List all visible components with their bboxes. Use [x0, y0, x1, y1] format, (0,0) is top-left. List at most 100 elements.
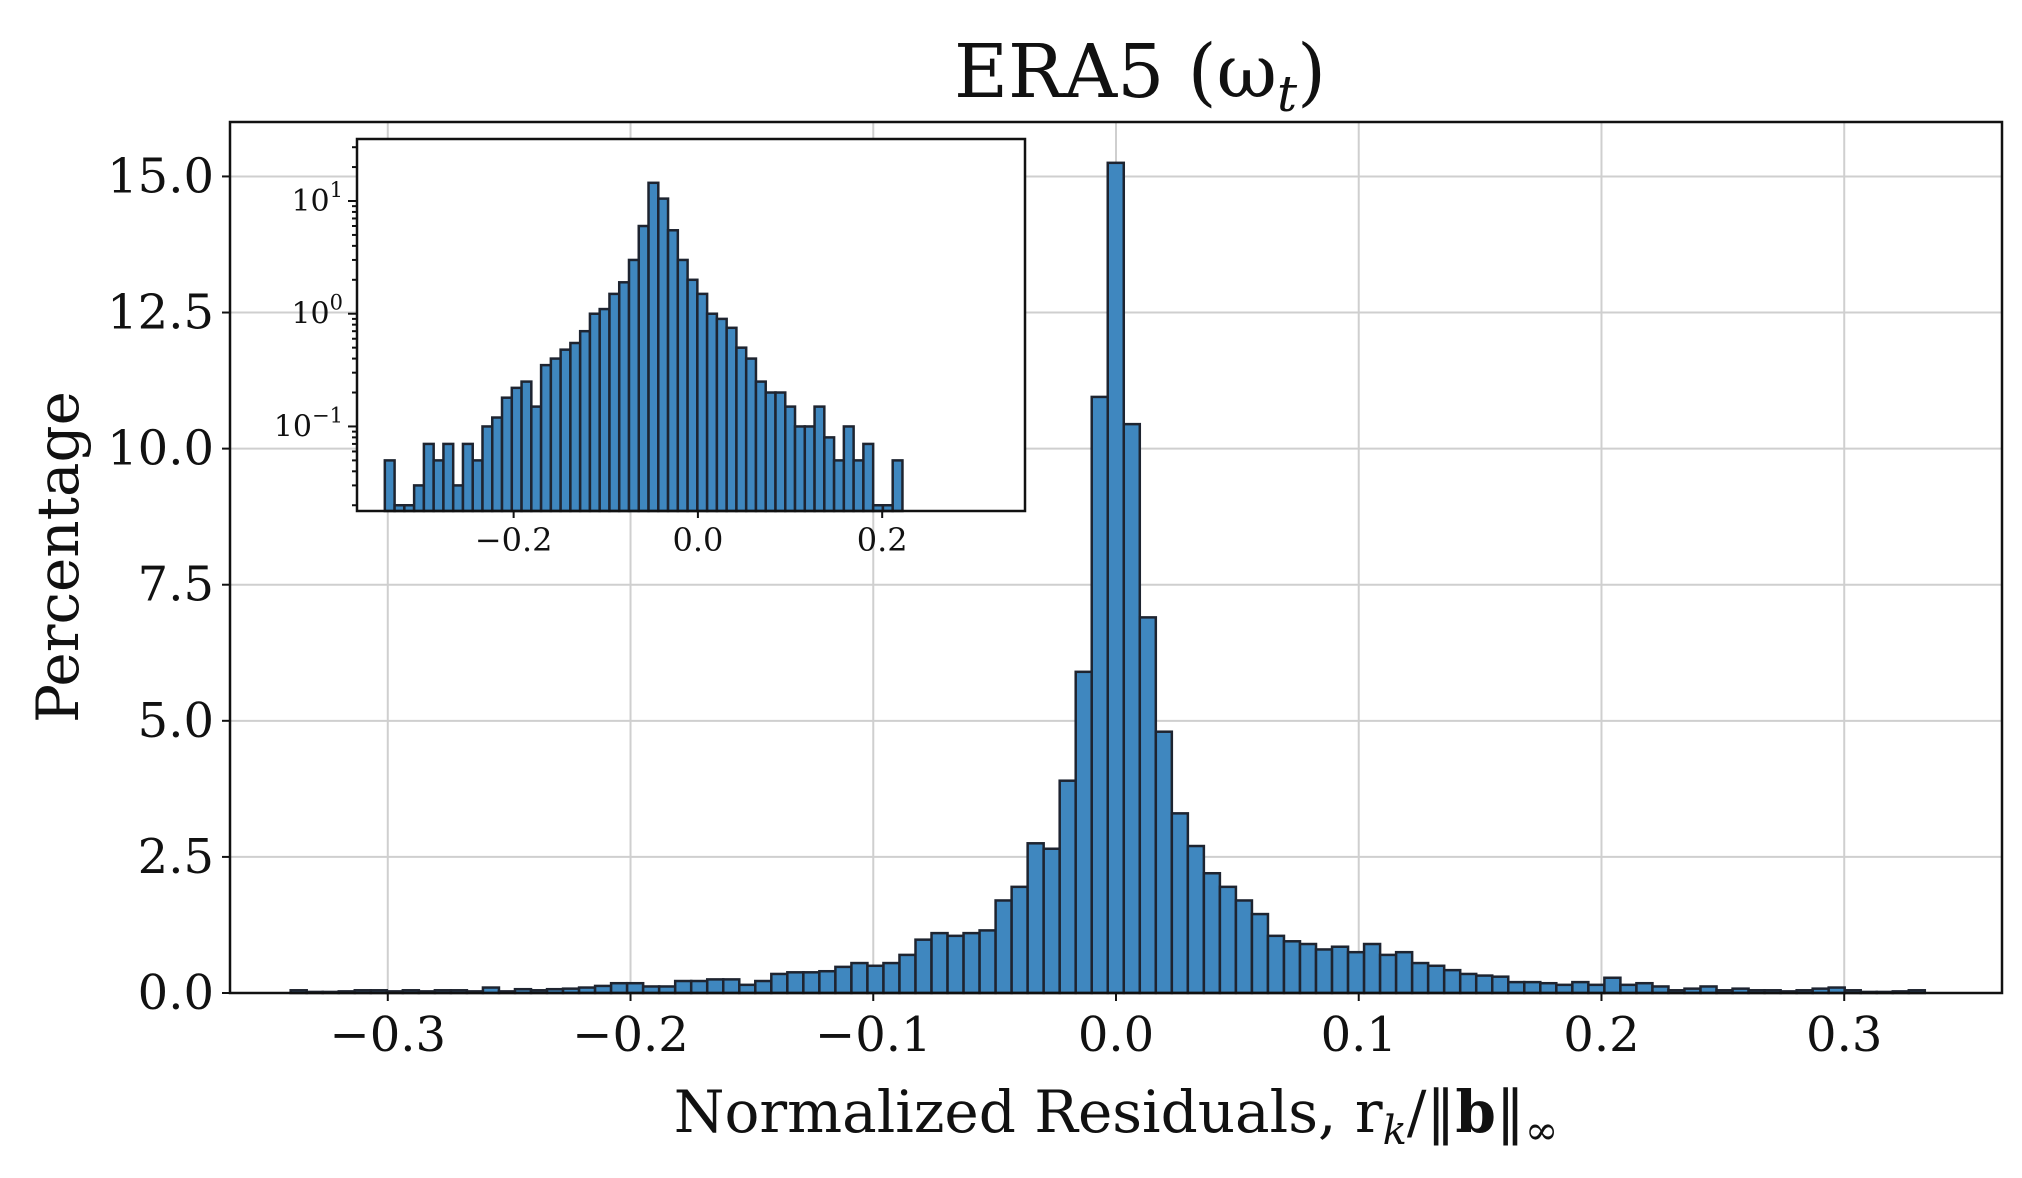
- inset-bar: [442, 442, 455, 513]
- histogram-bar: [1490, 975, 1510, 995]
- x-tick-label: 0.2: [1563, 1007, 1639, 1063]
- histogram-bar: [1474, 974, 1494, 995]
- y-axis-label: Percentage: [24, 391, 92, 723]
- histogram-bar: [1539, 981, 1558, 995]
- inset-y-tick-label: 101: [291, 178, 343, 219]
- inset-bar: [539, 363, 553, 513]
- histogram-bar: [1330, 945, 1350, 995]
- histogram-bar: [625, 981, 645, 995]
- histogram-bar: [721, 978, 741, 995]
- histogram-bar: [1202, 871, 1222, 995]
- main-y-ticks: 0.0 2.5 5.0 7.5 10.0 12.5 15.0: [107, 148, 230, 1021]
- inset-bar: [500, 396, 514, 513]
- inset-bar: [813, 405, 826, 513]
- inset-x-ticks: −0.2 0.0 0.2: [475, 511, 908, 559]
- inset-bar: [608, 292, 621, 513]
- histogram-bar: [850, 961, 869, 995]
- chart-title: ERA5 (ωt): [954, 29, 1326, 123]
- histogram-bar: [1507, 980, 1526, 995]
- histogram-bar: [1138, 616, 1158, 995]
- histogram-bar: [866, 964, 885, 995]
- histogram-bar: [1106, 161, 1126, 995]
- y-tick-label: 15.0: [107, 148, 214, 204]
- histogram-bar: [1362, 942, 1382, 995]
- histogram-bar: [1266, 934, 1286, 995]
- y-tick-label: 12.5: [107, 285, 214, 341]
- histogram-bar: [1442, 968, 1462, 995]
- inset-bar: [735, 346, 748, 513]
- y-tick-label: 2.5: [138, 829, 214, 885]
- histogram-bar: [1170, 812, 1190, 995]
- histogram-bar: [1042, 847, 1061, 995]
- histogram-bar: [1234, 899, 1254, 995]
- histogram-bar: [1410, 961, 1430, 995]
- inset-y-tick-label: 10−1: [274, 403, 343, 444]
- inset-bar: [715, 317, 728, 513]
- inset-bar: [481, 425, 494, 513]
- y-tick-label: 7.5: [138, 557, 214, 613]
- histogram-bar: [1426, 964, 1446, 995]
- histogram-bar: [1282, 940, 1302, 995]
- histogram-bar: [1314, 948, 1334, 995]
- histogram-bar: [994, 899, 1013, 995]
- inset-bar: [891, 459, 904, 513]
- inset-bar: [520, 380, 533, 513]
- inset-x-tick-label: 0.2: [857, 521, 908, 559]
- x-tick-label: 0.3: [1806, 1007, 1882, 1063]
- histogram-bar: [1154, 730, 1174, 995]
- histogram-bar: [770, 972, 789, 995]
- inset-bar: [549, 357, 562, 513]
- inset-bar: [852, 459, 865, 513]
- inset-bar: [793, 425, 807, 513]
- histogram-bar: [609, 981, 629, 995]
- histogram-bar: [1090, 395, 1109, 995]
- inset-bar: [412, 484, 426, 513]
- histogram-bar: [1635, 981, 1654, 995]
- inset-y-ticks: 101 100 10−1: [274, 146, 357, 507]
- inset-bar: [422, 442, 435, 513]
- inset-bar: [637, 224, 650, 513]
- inset-bar: [559, 348, 572, 513]
- histogram-bar: [754, 979, 773, 995]
- inset-bar: [666, 229, 680, 513]
- x-tick-label: −0.1: [815, 1007, 932, 1063]
- histogram-bar: [1218, 885, 1238, 995]
- inset-bar: [510, 386, 523, 513]
- inset-bar: [588, 312, 601, 513]
- inset-bar: [657, 197, 670, 513]
- inset-bar: [725, 326, 738, 513]
- histogram-bar: [689, 979, 709, 995]
- histogram-bar: [1250, 912, 1270, 995]
- x-tick-label: −0.3: [329, 1007, 446, 1063]
- inset-log-histogram: −0.2 0.0 0.2 101 100 10−1: [274, 137, 1027, 559]
- inset-bar: [803, 425, 816, 513]
- inset-bar: [696, 292, 709, 513]
- histogram-bar: [1603, 976, 1622, 995]
- inset-bar: [451, 484, 465, 513]
- inset-bar: [784, 405, 797, 513]
- inset-bar: [842, 425, 855, 513]
- inset-bar: [432, 459, 445, 513]
- inset-bar: [569, 341, 582, 513]
- inset-bar: [705, 312, 719, 513]
- histogram-bar: [1298, 942, 1318, 995]
- x-tick-label: 0.1: [1321, 1007, 1397, 1063]
- inset-bar: [676, 258, 689, 513]
- histogram-bar: [1010, 885, 1029, 995]
- inset-bar: [598, 307, 611, 513]
- inset-bar: [383, 459, 396, 513]
- histogram-bar: [1122, 422, 1142, 995]
- main-x-ticks: −0.3 −0.2 −0.1 0.0 0.1 0.2 0.3: [329, 993, 1882, 1063]
- inset-bar: [832, 459, 846, 513]
- inset-bar: [491, 416, 504, 513]
- histogram-bar: [1346, 950, 1366, 995]
- inset-bar: [774, 391, 787, 513]
- x-tick-label: −0.2: [572, 1007, 689, 1063]
- histogram-bar: [802, 971, 821, 995]
- histogram-bar: [673, 979, 693, 995]
- histogram-bar: [1571, 980, 1590, 995]
- histogram-bar: [1458, 972, 1478, 995]
- inset-y-tick-label: 100: [291, 291, 343, 332]
- x-tick-label: 0.0: [1078, 1007, 1154, 1063]
